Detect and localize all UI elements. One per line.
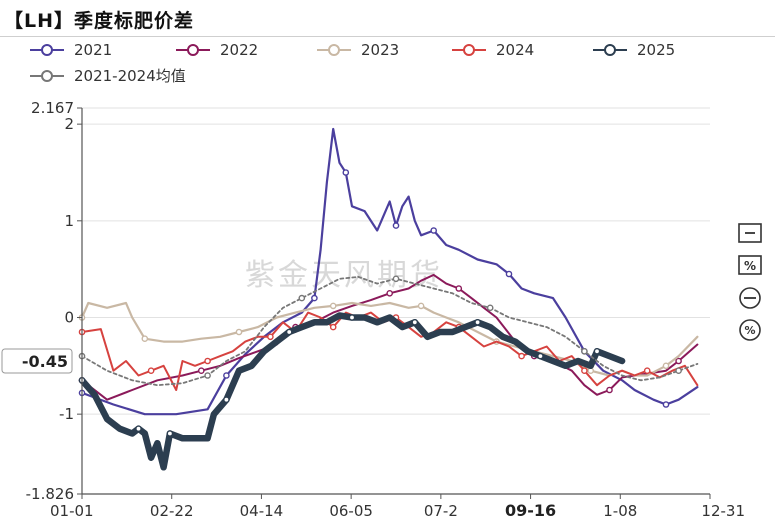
current-value-text: -0.45	[22, 352, 68, 371]
data-point	[285, 328, 293, 336]
data-point	[430, 227, 438, 234]
legend-item-0[interactable]: 2021	[30, 41, 112, 59]
percent-circle-button[interactable]: %	[735, 318, 765, 342]
y-tick-label: 2.167	[31, 99, 74, 117]
title-divider	[0, 36, 775, 37]
x-tick-label: 09-16	[505, 501, 556, 520]
y-tick-label: 0	[64, 308, 74, 326]
data-point	[606, 386, 613, 394]
y-tick-label: 1	[64, 212, 74, 230]
data-point	[348, 314, 356, 321]
legend-swatch-marker	[41, 44, 53, 56]
svg-text:%: %	[744, 324, 755, 337]
data-point	[537, 352, 544, 360]
data-point	[581, 367, 588, 375]
legend-label: 2021	[74, 41, 112, 59]
series-4	[78, 312, 626, 471]
legend-item-3[interactable]: 2024	[452, 41, 534, 59]
percent-button[interactable]: %	[735, 254, 765, 278]
data-point	[147, 367, 155, 375]
data-point	[223, 372, 230, 379]
x-tick-label: 07-2	[424, 502, 458, 520]
data-point	[474, 318, 481, 326]
y-tick-label: -1	[59, 405, 74, 423]
legend-item-1[interactable]: 2022	[176, 41, 258, 59]
series-line	[78, 312, 626, 471]
data-point	[593, 347, 601, 355]
legend-label: 2021-2024均值	[74, 67, 186, 85]
data-point	[417, 302, 425, 310]
data-point	[411, 318, 419, 326]
data-point	[135, 425, 142, 433]
data-point	[267, 333, 274, 341]
data-point	[392, 275, 400, 283]
data-point	[329, 323, 337, 331]
legend: 2021 2022 2023 2024 2025 2021-2024均值	[30, 41, 675, 85]
data-point	[486, 304, 494, 312]
data-point	[204, 357, 211, 365]
legend-item-4[interactable]: 2025	[593, 41, 675, 59]
data-point	[505, 270, 513, 278]
legend-swatch-marker	[604, 44, 616, 56]
series-2	[78, 301, 699, 377]
legend-swatch-marker	[463, 44, 475, 56]
data-point	[392, 222, 400, 229]
data-point	[204, 372, 211, 379]
percent-box-icon: %	[738, 255, 762, 275]
data-point	[223, 396, 230, 404]
chart-title: 【LH】季度标肥价差	[4, 10, 195, 32]
legend-label: 2022	[220, 41, 258, 59]
series-5	[78, 275, 699, 387]
minus-box-icon	[738, 223, 762, 243]
legend-item-5[interactable]: 2021-2024均值	[30, 67, 186, 85]
data-point	[581, 347, 588, 355]
data-point	[235, 328, 243, 336]
data-point	[298, 294, 306, 302]
x-tick-label: 1-08	[603, 502, 637, 520]
data-point	[675, 357, 682, 365]
y-tick-label: -1.826	[26, 485, 74, 503]
x-tick-label: 04-14	[240, 502, 284, 520]
data-point	[675, 367, 682, 375]
data-point	[166, 430, 174, 437]
legend-swatch-marker	[41, 70, 53, 82]
data-point	[197, 367, 205, 375]
x-tick-label: 02-22	[150, 502, 194, 520]
watermark-text: 紫金天风期货	[245, 258, 443, 293]
series-layer	[78, 127, 699, 471]
data-point	[455, 285, 463, 292]
legend-label: 2025	[637, 41, 675, 59]
data-point	[141, 335, 149, 343]
data-point	[342, 169, 350, 176]
minus-circle-icon	[739, 287, 761, 309]
legend-label: 2024	[496, 41, 534, 59]
legend-swatch-marker	[187, 44, 199, 56]
data-point	[386, 289, 394, 297]
data-point	[643, 367, 651, 375]
data-point	[518, 352, 525, 360]
line-button[interactable]	[735, 286, 765, 310]
series-line	[80, 301, 699, 377]
x-tick-label: 12-31	[701, 502, 745, 520]
data-point	[329, 302, 337, 310]
legend-swatch-marker	[328, 44, 340, 56]
legend-label: 2023	[361, 41, 399, 59]
y-tick-label: 2	[64, 115, 74, 133]
svg-text:%: %	[744, 259, 756, 273]
x-tick-label: 06-05	[329, 502, 373, 520]
percent-circle-icon: %	[739, 319, 761, 341]
current-value-label: -0.45	[1, 348, 73, 374]
series-line	[81, 276, 699, 387]
current-value-box	[1, 348, 73, 374]
zoom-out-button[interactable]	[735, 222, 765, 246]
data-point	[662, 362, 670, 370]
x-tick-label: 01-01	[50, 502, 94, 520]
data-point	[662, 401, 670, 408]
data-point	[311, 294, 318, 302]
legend-item-2[interactable]: 2023	[317, 41, 399, 59]
